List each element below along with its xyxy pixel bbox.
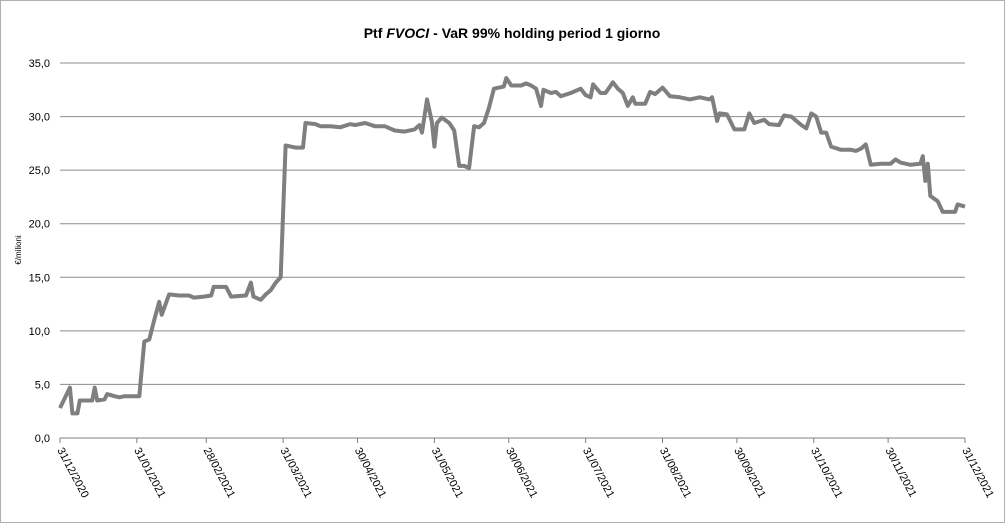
y-tick-label: 10,0 — [29, 326, 50, 338]
y-tick-label: 25,0 — [29, 165, 50, 177]
chart-title: Ptf FVOCI - VaR 99% holding period 1 giorn… — [364, 25, 661, 41]
series-line — [58, 76, 966, 416]
y-tick-label: 20,0 — [29, 219, 50, 231]
title-part: FVOCI — [386, 25, 430, 41]
y-tick-label: 35,0 — [29, 58, 50, 70]
title-part: - VaR 99% holding period 1 giorno — [433, 25, 660, 41]
y-tick-label: 5,0 — [35, 379, 50, 391]
y-tick-label: 0,0 — [35, 433, 50, 445]
y-axis-label: €/milioni — [14, 235, 23, 265]
title-part: Ptf — [364, 25, 383, 41]
y-tick-label: 30,0 — [29, 112, 50, 124]
y-tick-label: 15,0 — [29, 272, 50, 284]
